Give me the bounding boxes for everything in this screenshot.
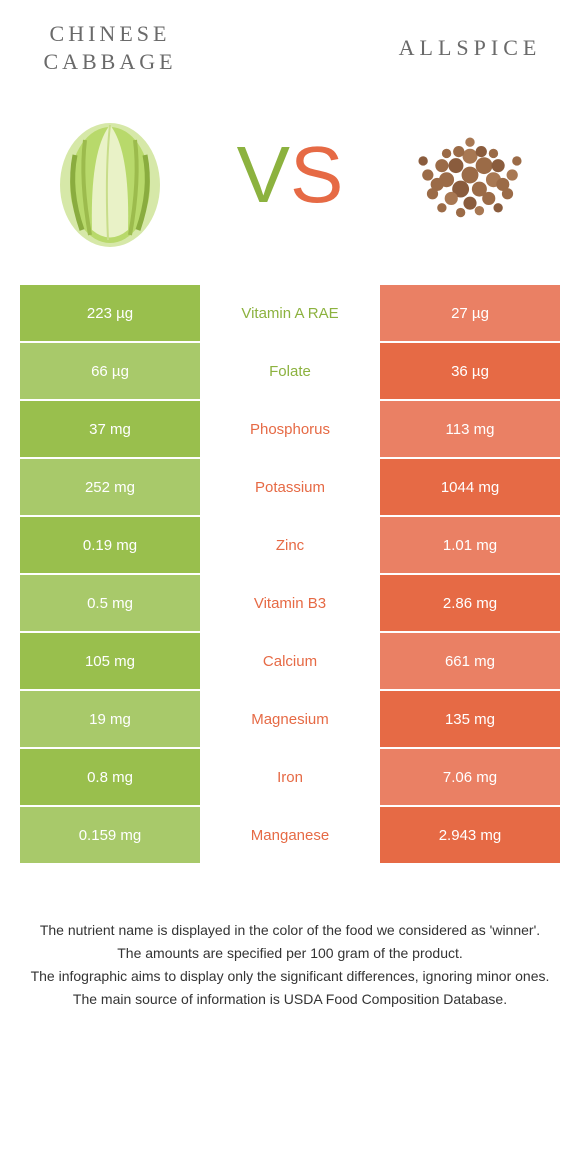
nutrient-name-cell: Folate [200, 343, 380, 399]
nutrient-row: 223 µgVitamin A RAE27 µg [20, 285, 560, 343]
nutrient-name-cell: Vitamin A RAE [200, 285, 380, 341]
left-value-cell: 0.19 mg [20, 517, 200, 573]
nutrient-name-cell: Zinc [200, 517, 380, 573]
right-value-cell: 1.01 mg [380, 517, 560, 573]
right-value-cell: 1044 mg [380, 459, 560, 515]
nutrient-table: 223 µgVitamin A RAE27 µg66 µgFolate36 µg… [20, 285, 560, 865]
left-value-cell: 0.8 mg [20, 749, 200, 805]
nutrient-name-cell: Potassium [200, 459, 380, 515]
header-titles: CHINESE CABBAGE ALLSPICE [20, 20, 560, 75]
nutrient-row: 105 mgCalcium661 mg [20, 633, 560, 691]
left-value-cell: 0.159 mg [20, 807, 200, 863]
nutrient-name-cell: Calcium [200, 633, 380, 689]
footnotes: The nutrient name is displayed in the co… [20, 920, 560, 1010]
right-value-cell: 2.943 mg [380, 807, 560, 863]
food-right-title: ALLSPICE [380, 34, 560, 62]
nutrient-row: 37 mgPhosphorus113 mg [20, 401, 560, 459]
vs-label: VS [237, 135, 344, 215]
nutrient-name-cell: Vitamin B3 [200, 575, 380, 631]
nutrient-name-cell: Iron [200, 749, 380, 805]
right-value-cell: 661 mg [380, 633, 560, 689]
right-value-cell: 135 mg [380, 691, 560, 747]
left-value-cell: 223 µg [20, 285, 200, 341]
nutrient-name-cell: Magnesium [200, 691, 380, 747]
right-value-cell: 27 µg [380, 285, 560, 341]
left-value-cell: 37 mg [20, 401, 200, 457]
food-left-title: CHINESE CABBAGE [20, 20, 200, 75]
left-value-cell: 19 mg [20, 691, 200, 747]
right-value-cell: 2.86 mg [380, 575, 560, 631]
footnote-line: The amounts are specified per 100 gram o… [20, 943, 560, 964]
vs-s: S [290, 130, 343, 219]
nutrient-row: 252 mgPotassium1044 mg [20, 459, 560, 517]
right-value-cell: 7.06 mg [380, 749, 560, 805]
left-value-cell: 105 mg [20, 633, 200, 689]
left-value-cell: 66 µg [20, 343, 200, 399]
nutrient-row: 19 mgMagnesium135 mg [20, 691, 560, 749]
nutrient-row: 66 µgFolate36 µg [20, 343, 560, 401]
right-value-cell: 36 µg [380, 343, 560, 399]
cabbage-icon [35, 100, 185, 250]
nutrient-row: 0.8 mgIron7.06 mg [20, 749, 560, 807]
images-row: VS [20, 90, 560, 260]
left-value-cell: 252 mg [20, 459, 200, 515]
nutrient-row: 0.159 mgManganese2.943 mg [20, 807, 560, 865]
left-value-cell: 0.5 mg [20, 575, 200, 631]
allspice-icon [395, 100, 545, 250]
footnote-line: The nutrient name is displayed in the co… [20, 920, 560, 941]
nutrient-name-cell: Manganese [200, 807, 380, 863]
nutrient-row: 0.19 mgZinc1.01 mg [20, 517, 560, 575]
vs-v: V [237, 130, 290, 219]
footnote-line: The main source of information is USDA F… [20, 989, 560, 1010]
nutrient-name-cell: Phosphorus [200, 401, 380, 457]
nutrient-row: 0.5 mgVitamin B32.86 mg [20, 575, 560, 633]
right-value-cell: 113 mg [380, 401, 560, 457]
footnote-line: The infographic aims to display only the… [20, 966, 560, 987]
